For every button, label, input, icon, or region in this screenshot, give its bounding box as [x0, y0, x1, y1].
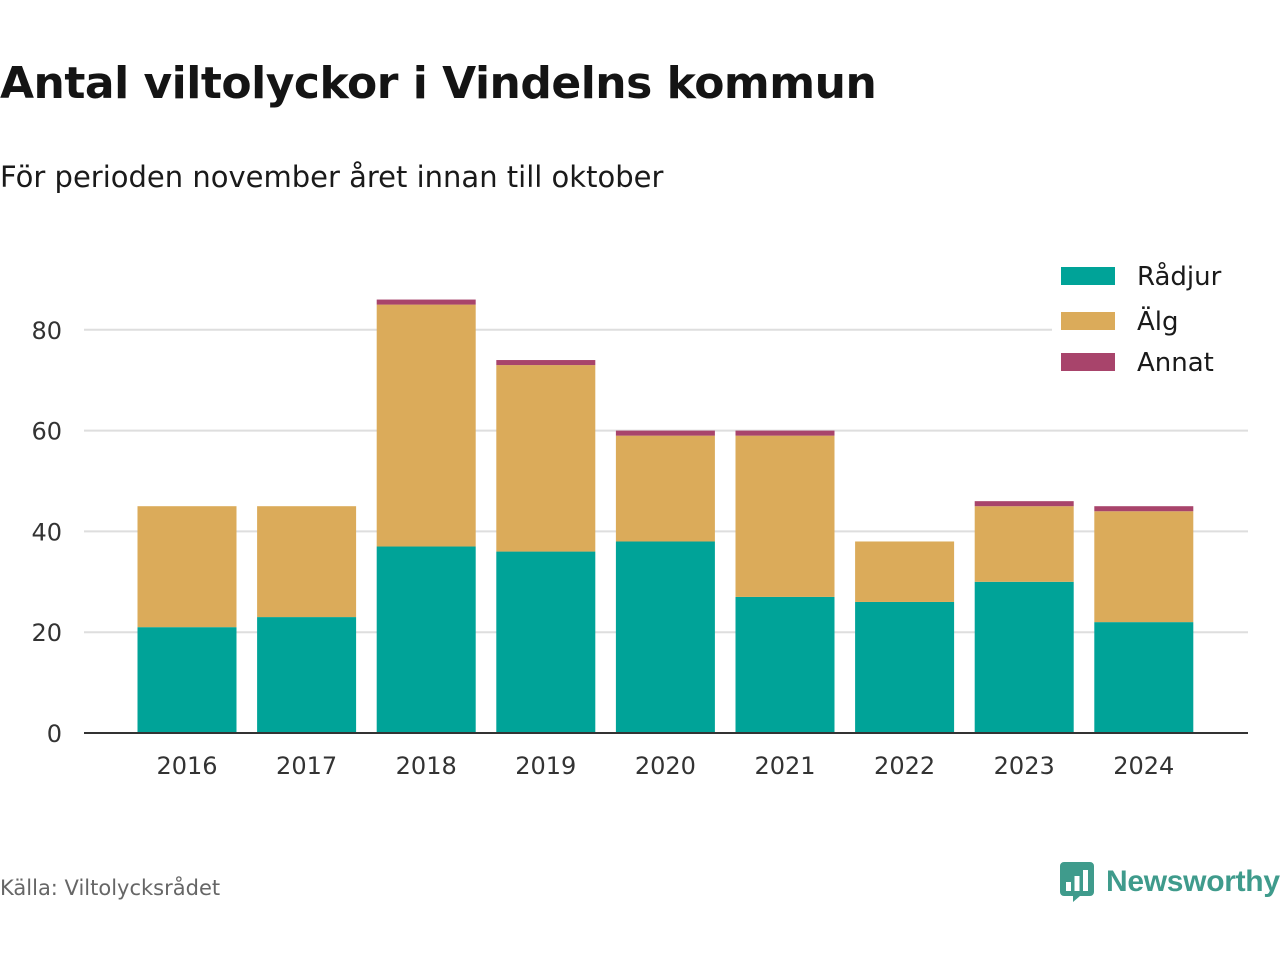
legend-label: Annat	[1137, 348, 1214, 378]
legend-label: Älg	[1137, 305, 1179, 337]
bar-segment	[735, 596, 835, 733]
y-tick-label: 60	[31, 418, 62, 446]
bar-segment	[974, 501, 1074, 507]
bar-segment	[735, 435, 835, 597]
y-tick-label: 80	[31, 317, 62, 345]
legend-label: Rådjur	[1137, 261, 1222, 292]
bar-segment	[376, 546, 476, 733]
bar-segment	[615, 435, 715, 542]
x-tick-label: 2022	[874, 752, 935, 780]
bar-segment	[137, 506, 237, 628]
bar-segment	[137, 627, 237, 733]
legend-swatch	[1061, 267, 1115, 285]
x-tick-label: 2016	[156, 752, 217, 780]
y-tick-label: 40	[31, 518, 62, 546]
chart-title: Antal viltolyckor i Vindelns kommun	[0, 58, 877, 109]
bar-segment	[615, 541, 715, 733]
bar-segment	[855, 541, 955, 602]
x-tick-label: 2017	[276, 752, 337, 780]
y-tick-label: 20	[31, 619, 62, 647]
bar-segment	[257, 617, 357, 733]
x-tick-label: 2021	[754, 752, 815, 780]
brand-name: Newsworthy	[1106, 865, 1280, 898]
x-tick-label: 2024	[1113, 752, 1174, 780]
bar-segment	[496, 551, 596, 733]
bar-chart-speech-bubble-icon	[1060, 862, 1094, 902]
x-tick-label: 2020	[635, 752, 696, 780]
bar-segment	[496, 365, 596, 552]
x-tick-label: 2019	[515, 752, 576, 780]
bar-segment	[376, 304, 476, 547]
bar-segment	[735, 430, 835, 436]
bar-segment	[1094, 511, 1194, 623]
source-note: Källa: Viltolycksrådet	[0, 876, 221, 900]
bar-segment	[1094, 622, 1194, 733]
bar-segment	[496, 360, 596, 366]
newsworthy-logo: Newsworthy	[1060, 862, 1280, 902]
bar-segment	[1094, 506, 1194, 512]
chart-subtitle: För perioden november året innan till ok…	[0, 160, 664, 194]
bar-segment	[974, 506, 1074, 582]
bar-segment	[855, 601, 955, 733]
legend-swatch	[1061, 312, 1115, 330]
bar-segment	[376, 299, 476, 305]
bar-segment	[974, 581, 1074, 733]
x-tick-label: 2018	[396, 752, 457, 780]
y-tick-label: 0	[47, 720, 62, 748]
legend-swatch	[1061, 353, 1115, 371]
x-tick-label: 2023	[994, 752, 1055, 780]
bar-segment	[257, 506, 357, 618]
bar-segment	[615, 430, 715, 436]
